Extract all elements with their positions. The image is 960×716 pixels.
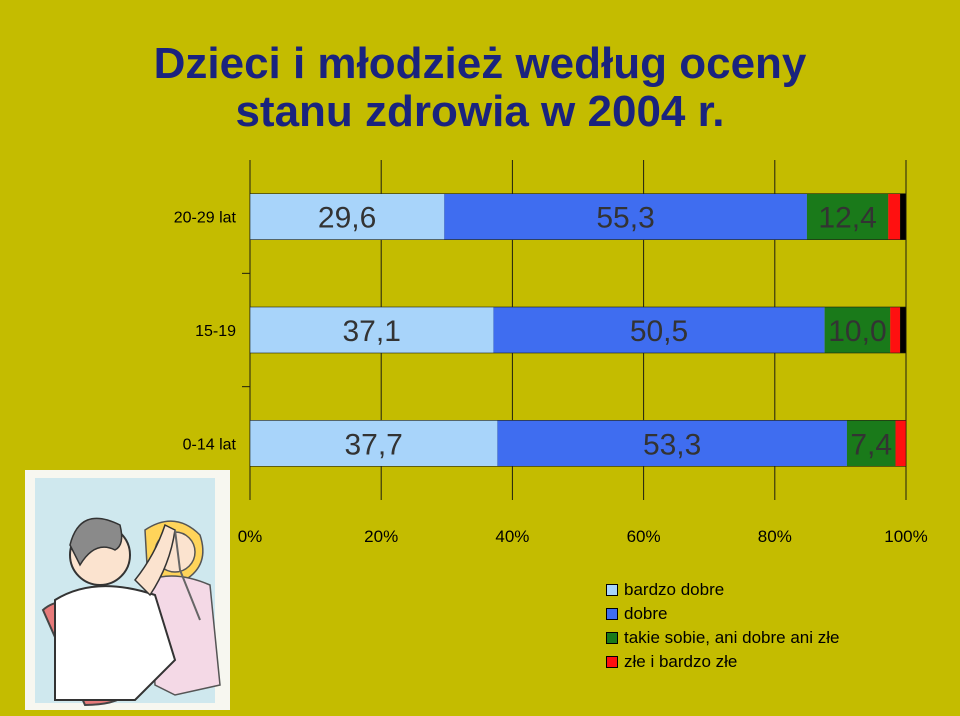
legend-label: dobre [624,604,668,623]
bar-outline [249,420,907,467]
legend-swatch [606,632,618,644]
category-label: 15-19 [195,323,236,340]
bar-segment [846,420,896,467]
legend-item: dobre [606,602,839,626]
data-label: 53,3 [643,428,701,461]
x-tick-label: 60% [627,527,661,546]
legend-swatch [606,608,618,620]
legend-item: bardzo dobre [606,578,839,602]
bar-segment [824,307,891,353]
bar-segment [888,193,901,240]
x-tick-label: 100% [884,527,927,546]
data-label: 55,3 [596,202,654,235]
data-label: 7,4 [850,428,892,461]
data-label: 50,5 [630,315,688,348]
data-label: 10,0 [828,315,886,348]
x-tick-label: 80% [758,527,792,546]
category-label: 0-14 lat [183,436,237,453]
x-tick-label: 0% [238,527,263,546]
legend-item: złe i bardzo złe [606,650,839,674]
bar-segment [900,307,906,353]
legend-swatch [606,656,618,668]
bar-segment [890,307,901,353]
chart-legend: bardzo dobre dobre takie sobie, ani dobre … [606,578,839,674]
title-line-2: stanu zdrowia w 2004 r. [235,87,725,136]
doctor-child-clipart [25,470,230,715]
x-tick-label: 20% [364,527,398,546]
bar-segment [250,193,445,240]
bar-outline [249,193,907,240]
chart-title: Dzieci i młodzież według oceny stanu zdr… [0,40,960,136]
x-tick-label: 40% [495,527,529,546]
bar-segment [444,193,807,240]
bar-segment [900,193,906,240]
bar-segment [895,420,906,467]
legend-item: takie sobie, ani dobre ani złe [606,626,839,650]
bar-segment [806,193,889,240]
legend-swatch [606,584,618,596]
bar-segment [497,420,847,467]
data-label: 37,1 [342,315,400,348]
legend-label: złe i bardzo złe [624,652,738,671]
bar-segment [250,307,494,353]
title-line-1: Dzieci i młodzież według oceny [153,39,807,88]
legend-label: bardzo dobre [624,580,725,599]
data-label: 12,4 [818,202,876,235]
bar-segment [250,420,498,467]
legend-label: takie sobie, ani dobre ani złe [624,628,840,647]
data-label: 29,6 [318,202,376,235]
bar-segment [493,307,825,353]
category-label: 20-29 lat [174,210,237,227]
data-label: 37,7 [344,428,402,461]
bar-outline [249,306,907,354]
